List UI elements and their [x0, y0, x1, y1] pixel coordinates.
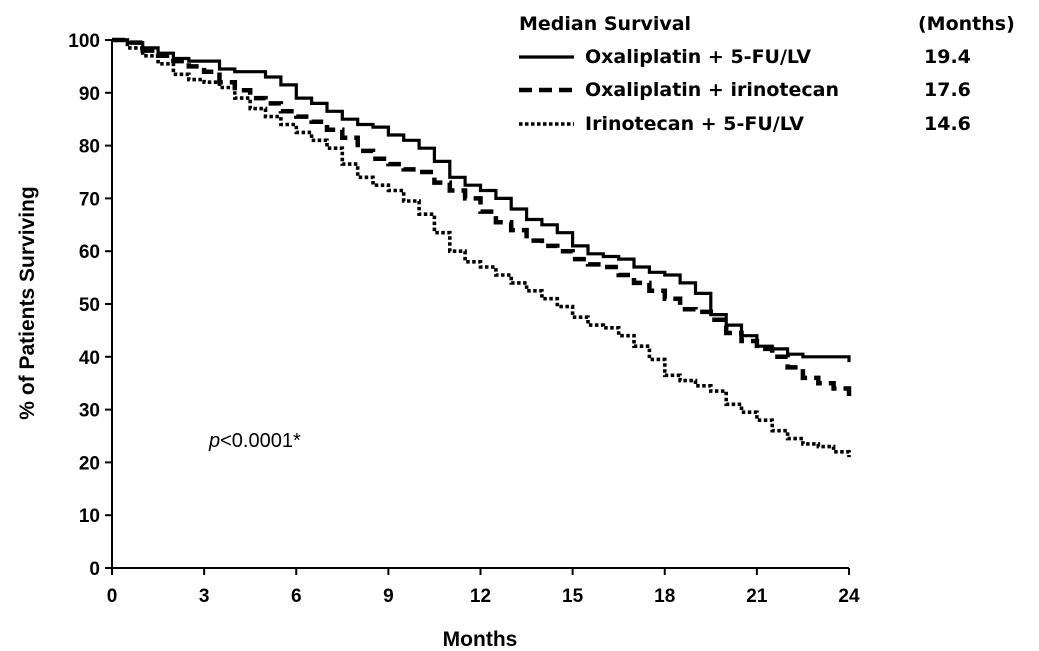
- plot-lines: [112, 37, 852, 458]
- legend-series-name: Oxaliplatin + irinotecan: [585, 79, 839, 101]
- y-tick-label: 50: [79, 295, 100, 316]
- axes: 0 10 20 30 40 50 60 70 80 90 100 0 3 6 9 12 15 18 21 24: [68, 31, 860, 607]
- x-tick-label: 15: [562, 586, 584, 607]
- y-tick-label: 30: [79, 401, 100, 422]
- legend-median-value: 14.6: [924, 113, 971, 135]
- y-tick-label: 90: [79, 84, 100, 105]
- y-tick-label: 0: [89, 559, 100, 580]
- x-axis-label: Months: [443, 628, 518, 651]
- p-value-annotation: p<0.0001*: [208, 430, 301, 452]
- x-tick-label: 6: [291, 586, 302, 607]
- legend: Median Survival (Months) Oxaliplatin + 5…: [519, 13, 1015, 135]
- legend-value-header: (Months): [918, 13, 1015, 35]
- y-tick-label: 70: [79, 189, 100, 210]
- y-tick-label: 10: [79, 506, 100, 527]
- legend-title: Median Survival: [519, 13, 691, 35]
- series-line-oxaliplatin-irinotecan: [112, 37, 852, 399]
- y-tick-label: 20: [79, 453, 100, 474]
- y-tick-label: 60: [79, 242, 100, 263]
- p-value-text: <0.0001*: [220, 430, 301, 452]
- legend-median-value: 19.4: [924, 46, 971, 68]
- series-line-oxaliplatin-5-fu-lv: [112, 38, 851, 363]
- y-tick-label: 80: [79, 137, 100, 158]
- legend-rows: Oxaliplatin + 5-FU/LV 19.4 Oxaliplatin + i…: [519, 46, 971, 135]
- x-tick-label: 18: [654, 586, 675, 607]
- legend-series-name: Oxaliplatin + 5-FU/LV: [585, 46, 811, 68]
- y-axis-label: % of Patients Surviving: [16, 186, 39, 419]
- legend-median-value: 17.6: [924, 79, 971, 101]
- x-tick-label: 0: [107, 586, 118, 607]
- p-value-italic: p: [208, 430, 220, 452]
- x-tick-label: 3: [199, 586, 210, 607]
- x-tick-label: 9: [383, 586, 394, 607]
- x-tick-label: 12: [470, 586, 491, 607]
- y-tick-label: 40: [79, 348, 100, 369]
- legend-series-name: Irinotecan + 5-FU/LV: [585, 113, 804, 135]
- series-line-irinotecan-5-fu-lv: [112, 38, 851, 458]
- x-tick-label: 21: [746, 586, 768, 607]
- x-tick-label: 24: [838, 586, 860, 607]
- y-tick-label: 100: [68, 31, 100, 52]
